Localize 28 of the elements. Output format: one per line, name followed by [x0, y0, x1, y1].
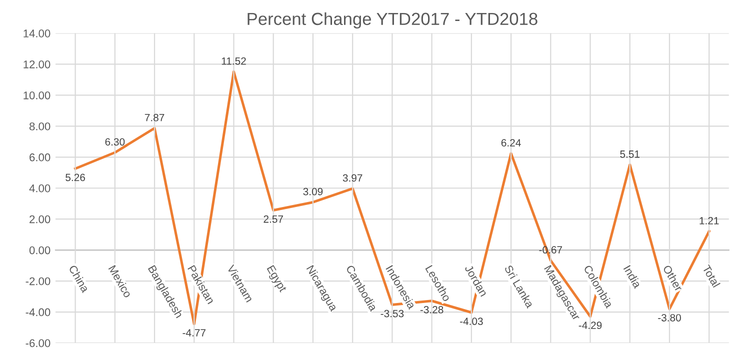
- data-label: 2.57: [264, 215, 283, 223]
- y-tick-label: -4.00: [26, 308, 50, 316]
- data-label: -4.77: [182, 329, 206, 336]
- y-tick-label: 2.00: [30, 215, 50, 224]
- data-label: 7.87: [144, 114, 164, 122]
- data-label: 5.26: [66, 174, 85, 182]
- y-tick-label: 12.00: [24, 60, 50, 68]
- data-label: 3.97: [342, 174, 362, 182]
- y-tick-label: 6.00: [30, 153, 50, 162]
- data-label: -3.53: [380, 310, 404, 318]
- y-tick-label: 14.00: [24, 30, 50, 38]
- data-label: -3.28: [420, 306, 444, 314]
- data-label: 3.09: [303, 188, 323, 196]
- y-tick-label: 4.00: [29, 184, 50, 192]
- data-label: -3.80: [658, 314, 681, 322]
- data-label: 5.51: [620, 150, 640, 158]
- y-tick-label: 0.00: [29, 246, 50, 254]
- data-label: 11.52: [222, 57, 246, 65]
- y-tick-label: 10.00: [24, 91, 50, 100]
- y-tick-label: -2.00: [26, 277, 50, 286]
- y-tick-label: -6.00: [26, 339, 50, 348]
- chart-title: Percent Change YTD2017 - YTD2018: [248, 12, 538, 29]
- y-tick-label: 8.00: [30, 122, 50, 130]
- data-label: -4.29: [578, 322, 602, 330]
- data-label: 1.21: [700, 217, 719, 224]
- data-label: 6.30: [105, 138, 125, 146]
- data-label: -4.03: [460, 318, 483, 326]
- data-label: 6.24: [501, 139, 521, 147]
